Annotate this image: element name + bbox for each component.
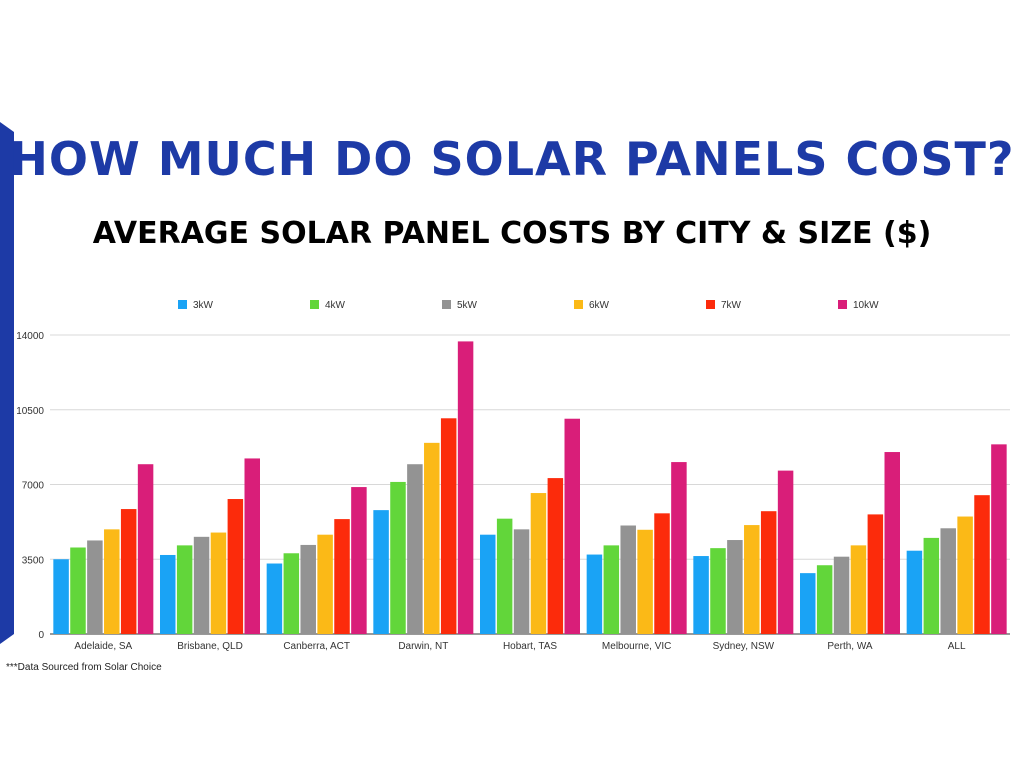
bar-5kW — [300, 544, 316, 634]
bar-3kW — [480, 534, 496, 634]
bar-5kW — [87, 540, 103, 634]
legend-entry: 3kW — [193, 300, 214, 311]
bar-5kW — [407, 464, 423, 634]
bar-5kW — [833, 556, 850, 634]
x-tick-label: Sydney, NSW — [713, 641, 775, 652]
bar-6kW — [210, 532, 227, 634]
bar-4kW — [923, 537, 940, 634]
y-tick-label: 7000 — [22, 481, 45, 492]
y-tick-label: 0 — [38, 630, 44, 641]
bar-10kW — [564, 418, 580, 634]
bar-3kW — [266, 563, 283, 634]
x-tick-label: Canberra, ACT — [283, 641, 350, 652]
bar-7kW — [334, 519, 350, 634]
y-tick-label: 14000 — [16, 331, 44, 342]
legend-entry: 10kW — [853, 300, 879, 311]
y-tick-label: 3500 — [22, 555, 45, 566]
y-tick-labels: 0 3500 7000 10500 14000 — [16, 331, 44, 641]
bar-5kW — [193, 536, 210, 634]
bar-6kW — [424, 442, 440, 634]
bar-5kW — [513, 529, 530, 634]
bar-10kW — [351, 487, 367, 634]
bar-6kW — [850, 545, 867, 634]
x-tick-label: Perth, WA — [827, 641, 873, 652]
x-tick-label: Hobart, TAS — [503, 641, 557, 652]
bar-4kW — [816, 565, 833, 634]
x-tick-label: Darwin, NT — [398, 641, 448, 652]
bar-6kW — [957, 516, 973, 634]
bar-5kW — [620, 525, 636, 634]
bar-7kW — [440, 418, 457, 634]
bar-3kW — [693, 556, 709, 634]
bar-3kW — [906, 550, 923, 634]
page-title: HOW MUCH DO SOLAR PANELS COST? — [9, 132, 1015, 186]
bar-7kW — [547, 478, 564, 634]
bar-6kW — [104, 529, 120, 634]
bar-7kW — [227, 499, 244, 634]
bar-4kW — [496, 518, 513, 634]
bar-6kW — [637, 529, 653, 634]
bar-4kW — [603, 545, 620, 634]
bar-10kW — [137, 464, 154, 634]
bars — [53, 341, 1007, 634]
legend-entry: 4kW — [325, 300, 346, 311]
bar-10kW — [777, 470, 794, 634]
legend-entry: 7kW — [721, 300, 742, 311]
y-tick-label: 10500 — [16, 406, 44, 417]
bar-4kW — [710, 548, 726, 634]
legend-entry: 5kW — [457, 300, 478, 311]
bar-3kW — [373, 510, 389, 634]
bar-3kW — [586, 554, 603, 634]
bar-7kW — [974, 495, 990, 634]
bar-10kW — [884, 452, 900, 634]
x-tick-label: Adelaide, SA — [74, 641, 132, 652]
grid-lines — [50, 334, 1010, 635]
bar-3kW — [53, 559, 69, 634]
bar-7kW — [120, 509, 137, 634]
bar-7kW — [654, 513, 670, 634]
bar-10kW — [244, 458, 260, 634]
bar-3kW — [800, 573, 816, 634]
x-tick-labels: Adelaide, SA Brisbane, QLD Canberra, ACT Da… — [74, 641, 966, 652]
bar-7kW — [867, 514, 884, 634]
left-accent-bar — [0, 122, 14, 644]
x-tick-label: Brisbane, QLD — [177, 641, 243, 652]
bar-10kW — [991, 444, 1007, 634]
bar-4kW — [70, 547, 86, 634]
bar-6kW — [530, 493, 547, 634]
bar-7kW — [760, 511, 777, 634]
bar-3kW — [160, 554, 176, 634]
source-note: ***Data Sourced from Solar Choice — [6, 662, 162, 673]
legend-swatch — [706, 300, 715, 309]
legend-swatch — [310, 300, 319, 309]
bar-5kW — [940, 528, 956, 634]
x-tick-label: ALL — [948, 641, 966, 652]
legend-swatch — [178, 300, 187, 309]
bar-6kW — [317, 534, 333, 634]
bar-6kW — [744, 525, 760, 634]
legend-swatch — [442, 300, 451, 309]
bar-4kW — [176, 545, 193, 634]
bar-4kW — [283, 553, 300, 634]
bar-10kW — [457, 341, 474, 634]
chart-subtitle: AVERAGE SOLAR PANEL COSTS BY CITY & SIZE… — [92, 216, 932, 251]
legend-swatch — [574, 300, 583, 309]
x-tick-label: Melbourne, VIC — [602, 641, 671, 652]
bar-5kW — [727, 540, 743, 634]
legend-swatch — [838, 300, 847, 309]
bar-4kW — [390, 481, 406, 634]
bar-10kW — [671, 462, 687, 634]
legend: 3kW 4kW 5kW 6kW 7kW 10kW — [178, 300, 879, 311]
legend-entry: 6kW — [589, 300, 610, 311]
